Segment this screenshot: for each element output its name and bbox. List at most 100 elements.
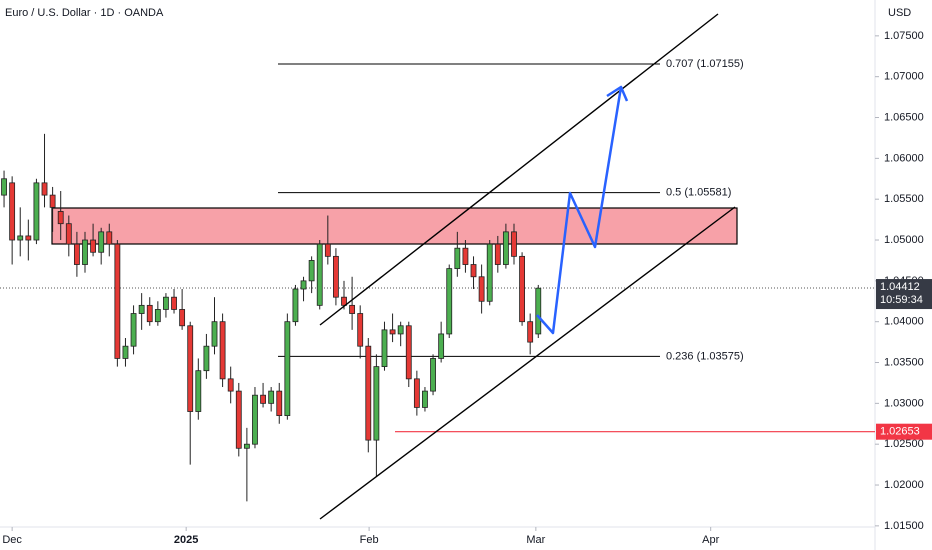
candle-body xyxy=(219,321,226,380)
candle-body xyxy=(98,231,105,253)
y-tick-label: 1.06000 xyxy=(884,152,924,164)
candle-body xyxy=(324,243,331,257)
candle-body xyxy=(252,394,258,445)
candle-body xyxy=(65,223,72,245)
fib-label: 0.707 (1.07155) xyxy=(666,58,744,70)
countdown-label: 10:59:34 xyxy=(880,294,923,306)
candle-body xyxy=(349,304,356,314)
candle-body xyxy=(114,243,121,359)
y-tick-label: 1.02500 xyxy=(884,438,924,450)
candle-body xyxy=(163,296,169,310)
y-tick-label: 1.05000 xyxy=(884,234,924,246)
candle-body xyxy=(494,243,501,265)
currency-label: USD xyxy=(888,7,911,19)
candle-body xyxy=(535,287,542,335)
x-tick-label: Apr xyxy=(702,534,719,546)
level-price-box xyxy=(876,423,932,440)
candle-body xyxy=(470,264,477,278)
candle-body xyxy=(478,276,485,302)
candle-body xyxy=(519,255,525,323)
candle-body xyxy=(381,329,388,368)
candle-body xyxy=(33,182,40,241)
candle-body xyxy=(284,321,291,417)
y-tick-label: 1.03000 xyxy=(884,397,924,409)
current-price-box xyxy=(876,279,932,310)
projection-arrowhead xyxy=(606,85,629,102)
channel-lower xyxy=(319,206,736,520)
candle-body xyxy=(511,231,517,257)
candle-body xyxy=(462,247,469,265)
candle-body xyxy=(187,325,194,412)
candle-body xyxy=(454,247,461,270)
y-tick-label: 1.05500 xyxy=(884,193,924,205)
candle-body xyxy=(268,390,275,404)
candle-body xyxy=(1,178,7,196)
fib-label: 0.5 (1.05581) xyxy=(666,186,731,198)
y-tick-label: 1.02000 xyxy=(884,479,924,491)
candle-body xyxy=(333,255,339,298)
candle-body xyxy=(82,239,88,265)
candle-body xyxy=(373,366,380,441)
candle-body xyxy=(130,313,137,347)
candle-body xyxy=(438,333,445,359)
candle-body xyxy=(49,194,56,208)
candle-body xyxy=(446,268,453,335)
x-tick-label: Mar xyxy=(526,534,545,546)
candle-body xyxy=(146,304,153,323)
y-tick-label: 1.04000 xyxy=(884,316,924,328)
current-price-label: 1.04412 xyxy=(880,281,920,293)
candle-body xyxy=(122,345,129,359)
level-price-label: 1.02653 xyxy=(880,426,920,438)
y-tick-label: 1.07500 xyxy=(884,30,924,42)
candle-body xyxy=(260,394,266,404)
x-tick-label: Dec xyxy=(2,534,22,546)
y-tick-label: 1.07000 xyxy=(884,71,924,83)
candle-body xyxy=(502,231,509,265)
chart-title: Euro / U.S. Dollar · 1D · OANDA xyxy=(5,7,164,19)
fib-label: 0.236 (1.03575) xyxy=(666,350,744,362)
y-tick-label: 1.06500 xyxy=(884,111,924,123)
candle-body xyxy=(397,325,404,335)
candle-body xyxy=(389,329,396,335)
candle-body xyxy=(106,231,113,245)
candle-body xyxy=(413,378,420,408)
candle-body xyxy=(138,304,145,314)
candle-body xyxy=(243,443,250,449)
candle-body xyxy=(17,235,24,241)
candle-body xyxy=(422,390,428,408)
candle-body xyxy=(179,309,186,327)
candle-body xyxy=(430,358,436,392)
x-tick-label: Feb xyxy=(360,534,379,546)
candle-body xyxy=(211,321,218,347)
candle-body xyxy=(154,309,161,323)
x-tick-label: 2025 xyxy=(174,534,198,546)
candle-body xyxy=(276,390,283,417)
candle-body xyxy=(486,243,493,302)
candle-body xyxy=(316,243,323,306)
candle-body xyxy=(292,288,299,323)
candle-body xyxy=(9,182,16,241)
candle-body xyxy=(227,378,234,392)
supply-zone xyxy=(51,207,738,245)
y-tick-label: 1.01500 xyxy=(884,520,924,532)
candle-body xyxy=(73,243,80,265)
candle-body xyxy=(235,390,242,449)
candle-body xyxy=(90,239,96,253)
channel-upper xyxy=(319,13,719,326)
candle-body xyxy=(25,235,32,241)
candle-body xyxy=(57,211,64,225)
y-tick-label: 1.03500 xyxy=(884,356,924,368)
candle-body xyxy=(365,345,372,441)
candle-body xyxy=(405,325,412,380)
candle-body xyxy=(308,260,315,282)
candle-body xyxy=(527,321,534,343)
candle-body xyxy=(203,345,210,372)
candle-body xyxy=(300,280,307,290)
projection-path xyxy=(536,86,623,335)
candle-body xyxy=(195,370,202,412)
candle-body xyxy=(41,182,48,196)
candle-body xyxy=(171,296,177,310)
candle-body xyxy=(357,313,364,347)
